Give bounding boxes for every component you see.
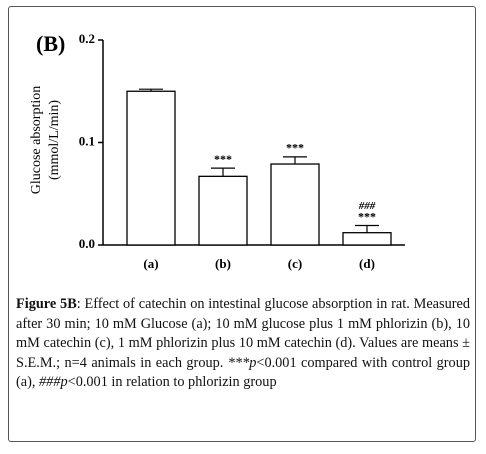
bar [198, 175, 248, 246]
x-tick-label: (a) [143, 256, 158, 271]
x-tick-label: (b) [215, 256, 231, 271]
y-tick-label: 0.1 [79, 133, 95, 148]
y-label-line: (mmol/L/min) [47, 100, 62, 180]
x-tick-label: (c) [288, 256, 302, 271]
y-tick-label: 0.2 [79, 31, 95, 46]
significance-label: ### [358, 200, 376, 212]
caption-text: : Effect of catechin on intestinal gluco… [16, 296, 470, 371]
y-label-line: Glucose absorption [29, 86, 44, 194]
y-axis-label: Glucose absorption (mmol/L/min) [29, 86, 62, 194]
x-tick-label: (d) [359, 256, 375, 271]
caption-text: ###p [39, 374, 68, 390]
caption-title: Figure 5B [16, 296, 77, 312]
bar [270, 163, 320, 246]
caption-text: <0.001 compared with control group (a), [16, 354, 470, 391]
bar [126, 90, 176, 246]
significance-label: *** [286, 141, 304, 155]
caption: Figure 5B: Effect of catechin on intesti… [16, 295, 470, 393]
y-tick-label: 0.0 [79, 236, 95, 251]
caption-text: <0.001 in relation to phlorizin group [67, 374, 277, 390]
significance-label: *** [358, 209, 376, 223]
caption-text: ***p [227, 354, 257, 371]
panel-label: (B) [36, 31, 65, 56]
significance-label: *** [214, 152, 232, 166]
figure-frame [8, 6, 476, 442]
chart: (B) Glucose absorption (mmol/L/min) 0.0 0… [29, 31, 405, 271]
bar [342, 232, 392, 246]
